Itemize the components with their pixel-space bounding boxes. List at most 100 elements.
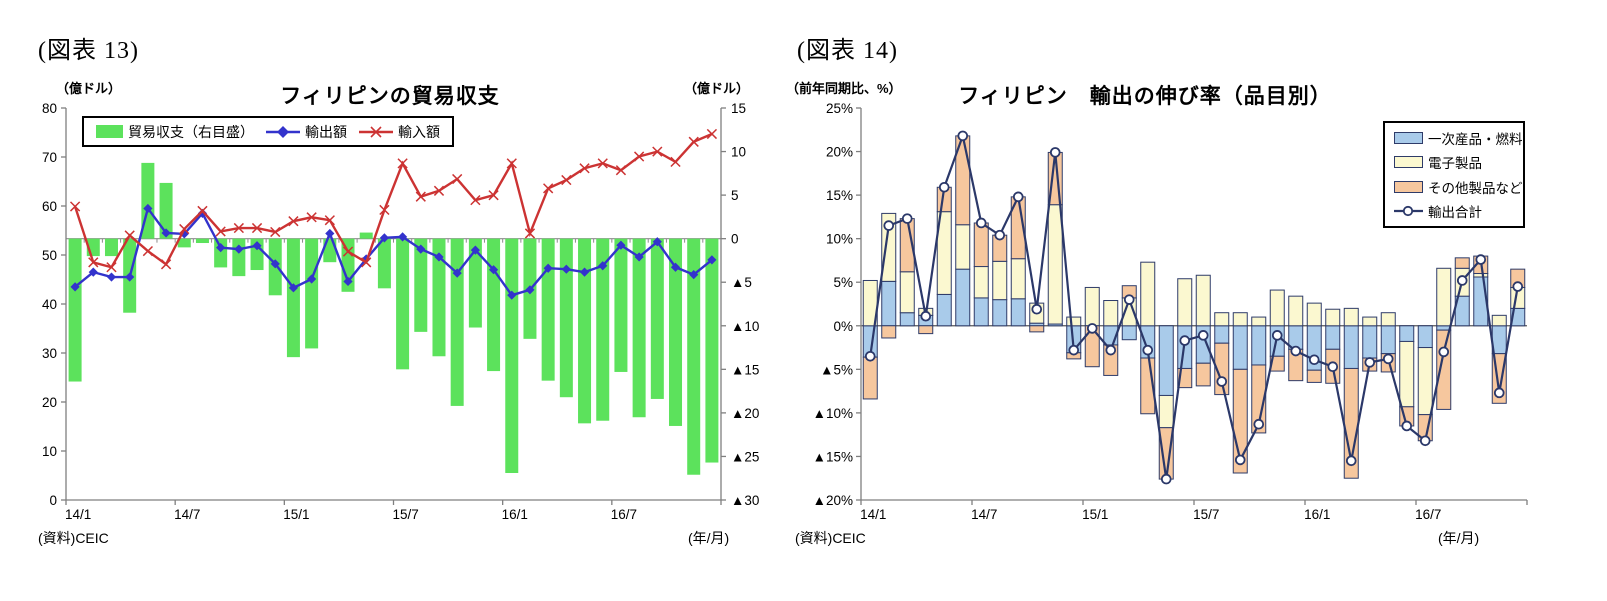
imports-x-marker xyxy=(88,257,99,268)
total-exports-circle-marker xyxy=(1456,275,1468,286)
electronics-segment xyxy=(899,271,915,314)
imports-x-marker xyxy=(597,158,608,169)
exports-diamond-marker xyxy=(216,243,226,253)
imports-x-marker xyxy=(379,204,390,216)
electronics-segment xyxy=(1491,314,1507,327)
imports-x-marker xyxy=(306,212,317,223)
total-exports-circle-marker xyxy=(1327,361,1339,373)
trade-balance-bar xyxy=(559,238,573,398)
exports-diamond-marker xyxy=(307,274,317,284)
fig13-header: (図表 13) xyxy=(38,38,139,64)
total-exports-circle-marker xyxy=(1049,147,1061,158)
imports-x-marker xyxy=(470,194,481,206)
total-exports-circle-marker xyxy=(957,130,969,142)
imports-x-marker xyxy=(251,222,263,234)
total-exports-circle-marker xyxy=(1512,281,1524,292)
trade-balance-bar xyxy=(505,238,519,473)
trade-balance-bar xyxy=(687,238,701,475)
y-axis-tick-label: ▲15% xyxy=(813,449,853,464)
imports-x-marker xyxy=(197,205,208,217)
exports-diamond-marker xyxy=(379,233,390,243)
exports-diamond-marker xyxy=(125,272,135,282)
fig14-legend: 一次産品・燃料 電子製品 その他製品など 輸出合計 xyxy=(1383,121,1525,228)
exports-diamond-marker xyxy=(579,267,590,277)
y-axis-tick-label: 10% xyxy=(826,232,853,247)
electronics-segment xyxy=(1269,289,1285,327)
trade-balance-bar xyxy=(450,238,464,406)
fig14-header: (図表 14) xyxy=(797,38,898,64)
primary-goods-segment xyxy=(1491,325,1507,355)
trade-balance-bar xyxy=(596,238,610,421)
electronics-segment xyxy=(1399,340,1415,408)
primary-goods-segment xyxy=(955,268,971,327)
total-exports-circle-marker xyxy=(1364,357,1376,368)
total-exports-circle-marker xyxy=(1253,418,1265,430)
other-products-segment xyxy=(973,222,989,268)
fig14-xaxis-unit: (年/月) xyxy=(1438,530,1480,546)
right-axis-tick-label: ▲25 xyxy=(731,449,759,464)
electronics-segment xyxy=(1306,302,1322,327)
total-exports-circle-marker xyxy=(1160,473,1172,485)
primary-goods-segment xyxy=(1362,325,1378,359)
x-axis-tick-label: 16/1 xyxy=(502,507,528,522)
exports-diamond-marker xyxy=(288,283,299,293)
fig13-legend-label-exports: 輸出額 xyxy=(305,123,347,140)
exports-diamond-marker xyxy=(161,228,171,238)
exports-diamond-marker xyxy=(488,265,499,275)
imports-x-marker xyxy=(488,190,499,201)
trade-balance-bar xyxy=(177,238,191,248)
fig14-legend-label-others: その他製品など xyxy=(1428,180,1523,196)
right-axis-tick-label: ▲5 xyxy=(731,275,752,290)
imports-x-marker xyxy=(615,165,627,176)
imports-x-marker xyxy=(561,174,572,186)
total-exports-circle-marker xyxy=(1438,346,1450,358)
trade-balance-bar xyxy=(214,238,228,268)
imports-x-marker xyxy=(633,151,645,162)
exports-diamond-marker xyxy=(325,228,335,239)
other-products-segment xyxy=(1436,329,1452,410)
x-axis-tick-label: 14/1 xyxy=(65,507,91,522)
left-axis-tick-label: 80 xyxy=(42,101,57,116)
x-axis-tick-label: 16/7 xyxy=(1415,507,1441,522)
electronics-segment xyxy=(1140,261,1156,327)
imports-x-marker xyxy=(179,223,190,235)
imports-x-marker xyxy=(433,185,445,196)
trade-balance-bar xyxy=(541,238,555,381)
primary-goods-segment xyxy=(1251,325,1267,366)
imports-x-marker xyxy=(215,226,226,237)
total-exports-circle-marker xyxy=(1475,254,1487,265)
total-exports-circle-marker xyxy=(1216,376,1228,387)
primary-goods-segment xyxy=(1380,325,1396,355)
total-exports-circle-marker xyxy=(920,310,932,322)
imports-line xyxy=(73,132,713,269)
other-products-segment xyxy=(881,325,897,339)
fig13-legend: 貿易収支（右目盛） 輸出額 輸入額 xyxy=(82,116,454,147)
imports-x-marker xyxy=(543,183,554,194)
other-products-swatch-icon xyxy=(1394,180,1423,193)
right-axis-tick-label: ▲20 xyxy=(731,406,759,421)
exports-diamond-marker xyxy=(234,244,244,254)
exports-diamond-marker xyxy=(397,232,408,242)
exports-diamond-marker xyxy=(652,237,662,247)
x-axis-tick-label: 15/1 xyxy=(283,507,309,522)
imports-x-marker xyxy=(342,246,354,257)
imports-x-marker xyxy=(397,158,408,169)
primary-goods-segment xyxy=(973,297,989,327)
total-exports-circle-marker xyxy=(1142,344,1154,356)
other-products-segment xyxy=(1306,369,1322,383)
imports-x-marker xyxy=(652,146,663,157)
imports-x-marker xyxy=(324,215,335,226)
imports-x-marker xyxy=(415,191,426,202)
fig14-legend-item-others: その他製品など xyxy=(1394,177,1523,197)
fig14-legend-item-total: 輸出合計 xyxy=(1394,201,1482,221)
total-exports-circle-marker xyxy=(975,217,987,229)
electronics-segment xyxy=(1103,300,1119,327)
x-axis-tick-label: 14/7 xyxy=(971,507,997,522)
fig13-left-axis-unit: （億ドル） xyxy=(56,81,122,96)
trade-balance-bar xyxy=(195,238,209,244)
exports-diamond-marker xyxy=(270,259,280,269)
total-exports-circle-marker xyxy=(1345,455,1357,467)
primary-goods-segment xyxy=(936,293,952,327)
imports-x-marker xyxy=(688,136,699,147)
